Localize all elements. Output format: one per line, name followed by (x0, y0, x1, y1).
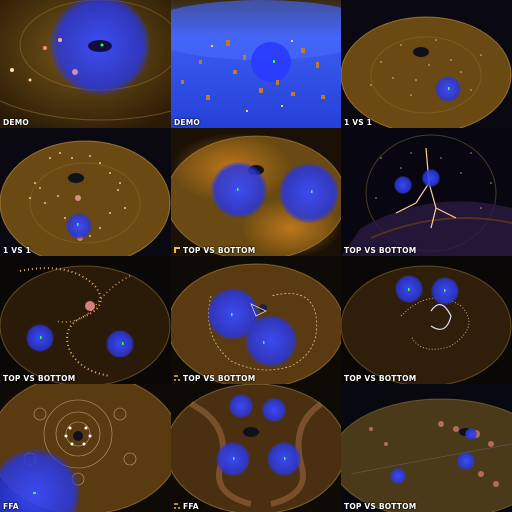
level-tile-top-vs-bottom-4[interactable]: TOP VS BOTTOM (171, 256, 341, 384)
game-mode-label: 1 VS 1 (3, 246, 32, 255)
level-preview-top-vs-bottom-1 (171, 128, 341, 256)
level-preview-demo-2 (171, 0, 341, 128)
game-mode-label: TOP VS BOTTOM (3, 374, 76, 383)
level-tile-top-vs-bottom-2[interactable]: TOP VS BOTTOM (341, 128, 512, 256)
game-mode-label: TOP VS BOTTOM (344, 374, 417, 383)
level-preview-top-vs-bottom-3 (0, 256, 171, 384)
three-dots-icon (174, 375, 181, 382)
game-mode-label: DEMO (3, 118, 29, 127)
game-mode-label: TOP VS BOTTOM (174, 246, 255, 255)
level-preview-demo-1 (0, 0, 171, 128)
game-mode-label: FFA (174, 502, 199, 511)
level-preview-1vs1-1 (341, 0, 512, 128)
level-preview-top-vs-bottom-4 (171, 256, 341, 384)
corner-icon (174, 247, 181, 254)
level-tile-ffa-1[interactable]: FFA (0, 384, 171, 512)
level-tile-demo-1[interactable]: DEMO (0, 0, 171, 128)
level-preview-top-vs-bottom-2 (341, 128, 512, 256)
level-preview-1vs1-2 (0, 128, 171, 256)
level-tile-top-vs-bottom-6[interactable]: TOP VS BOTTOM (341, 384, 512, 512)
level-preview-ffa-1 (0, 384, 171, 512)
level-tile-top-vs-bottom-3[interactable]: TOP VS BOTTOM (0, 256, 171, 384)
level-tile-demo-2[interactable]: DEMO (171, 0, 341, 128)
level-tile-top-vs-bottom-5[interactable]: TOP VS BOTTOM (341, 256, 512, 384)
game-mode-label: 1 VS 1 (344, 118, 373, 127)
game-mode-label: DEMO (174, 118, 200, 127)
game-mode-label: TOP VS BOTTOM (344, 502, 417, 511)
level-tile-ffa-2[interactable]: FFA (171, 384, 341, 512)
game-mode-label: TOP VS BOTTOM (174, 374, 255, 383)
level-preview-top-vs-bottom-5 (341, 256, 512, 384)
game-mode-label: FFA (3, 502, 19, 511)
game-mode-label: TOP VS BOTTOM (344, 246, 417, 255)
level-preview-top-vs-bottom-6 (341, 384, 512, 512)
level-preview-ffa-2 (171, 384, 341, 512)
level-tile-top-vs-bottom-1[interactable]: TOP VS BOTTOM (171, 128, 341, 256)
three-dots-icon (174, 503, 181, 510)
level-tile-1vs1-2[interactable]: 1 VS 1 (0, 128, 171, 256)
level-tile-1vs1-1[interactable]: 1 VS 1 (341, 0, 512, 128)
